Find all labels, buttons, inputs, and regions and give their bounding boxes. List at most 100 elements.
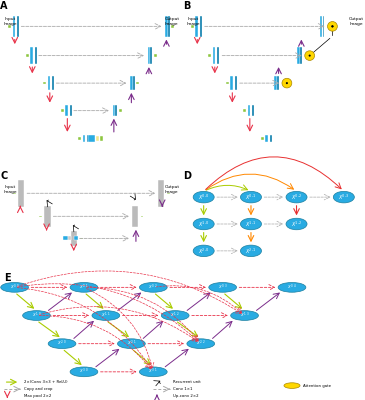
Text: $X^{0,0}$: $X^{0,0}$ (198, 192, 210, 202)
Bar (8, 25, 11, 28)
Bar (300, 47, 301, 64)
Bar (168, 16, 170, 37)
Text: $X^{1,0}$: $X^{1,0}$ (198, 219, 210, 229)
Bar (53, 76, 54, 90)
Bar (63, 236, 68, 240)
Text: Attention gate: Attention gate (303, 384, 331, 388)
Bar (274, 76, 277, 90)
Circle shape (193, 245, 214, 257)
Text: Output
Image: Output Image (164, 17, 180, 26)
Text: C: C (0, 171, 7, 181)
Circle shape (278, 282, 306, 292)
Text: Up-conv 2×2: Up-conv 2×2 (173, 394, 199, 398)
Circle shape (241, 218, 261, 230)
Text: $X^{1,1}$: $X^{1,1}$ (245, 219, 257, 229)
Circle shape (282, 78, 292, 88)
Bar (265, 135, 268, 142)
Text: $X^{0,1}$: $X^{0,1}$ (79, 283, 89, 292)
Circle shape (193, 191, 214, 203)
Text: $X^{2,0}$: $X^{2,0}$ (57, 339, 67, 348)
Bar (35, 47, 36, 64)
Bar (297, 47, 300, 64)
Text: Copy and crop: Copy and crop (24, 387, 52, 391)
Text: $X^{0,2}$: $X^{0,2}$ (149, 283, 158, 292)
Text: D: D (182, 171, 191, 181)
Circle shape (241, 245, 261, 257)
Text: $X^{0,2}$: $X^{0,2}$ (291, 192, 302, 202)
Bar (30, 47, 33, 64)
Text: $X^{2,1}$: $X^{2,1}$ (245, 246, 257, 256)
Bar (226, 82, 228, 84)
Circle shape (331, 25, 334, 27)
Text: Output
Image: Output Image (349, 17, 364, 26)
Text: $X^{0,3}$: $X^{0,3}$ (218, 283, 227, 292)
Bar (18, 180, 24, 207)
Bar (13, 16, 15, 37)
Bar (70, 106, 72, 116)
Text: $X^{1,2}$: $X^{1,2}$ (170, 311, 180, 320)
Text: Conv 1×1: Conv 1×1 (173, 387, 193, 391)
Bar (132, 206, 138, 227)
Bar (44, 206, 51, 227)
Circle shape (284, 383, 300, 388)
Text: Recurrent unit: Recurrent unit (173, 380, 201, 384)
Bar (65, 106, 68, 116)
Bar (78, 137, 81, 140)
Circle shape (70, 282, 98, 292)
Text: A: A (0, 0, 8, 10)
Text: $X^{0,1}$: $X^{0,1}$ (245, 192, 257, 202)
Bar (80, 238, 83, 239)
Bar (213, 47, 215, 64)
Bar (100, 136, 103, 141)
Bar (218, 47, 219, 64)
Bar (13, 192, 16, 194)
Bar (200, 16, 201, 37)
Text: $X^{2,1}$: $X^{2,1}$ (127, 339, 136, 348)
Bar (243, 109, 246, 112)
Circle shape (23, 311, 50, 320)
Circle shape (92, 311, 120, 320)
Bar (253, 106, 254, 116)
Bar (48, 76, 50, 90)
Text: $X^{2,0}$: $X^{2,0}$ (198, 246, 210, 256)
Text: $X^{1,0}$: $X^{1,0}$ (32, 311, 41, 320)
Bar (112, 106, 115, 116)
Bar (235, 76, 237, 90)
Text: $X^{1,2}$: $X^{1,2}$ (291, 219, 302, 229)
Bar (70, 231, 77, 246)
Circle shape (333, 191, 354, 203)
Bar (133, 76, 135, 90)
Circle shape (231, 311, 258, 320)
Circle shape (241, 191, 261, 203)
Bar (119, 109, 122, 112)
Bar (150, 47, 152, 64)
Circle shape (286, 82, 288, 84)
Circle shape (161, 311, 189, 320)
Circle shape (118, 339, 145, 348)
Bar (137, 82, 139, 84)
Bar (83, 135, 85, 142)
Text: $X^{0,3}$: $X^{0,3}$ (338, 192, 350, 202)
Circle shape (286, 191, 307, 203)
Bar (61, 109, 64, 112)
Bar (43, 82, 46, 84)
Bar (172, 25, 174, 28)
Text: Input
Image: Input Image (187, 17, 200, 26)
Circle shape (209, 282, 237, 292)
Circle shape (187, 339, 215, 348)
Bar (26, 54, 28, 57)
Bar (323, 16, 324, 37)
Bar (167, 192, 170, 194)
Bar (141, 216, 143, 217)
Bar (270, 135, 272, 142)
Text: 2×(Conv 3×3 + ReLU): 2×(Conv 3×3 + ReLU) (24, 380, 68, 384)
Text: E: E (4, 273, 10, 283)
Bar (74, 236, 78, 240)
Text: $X^{1,3}$: $X^{1,3}$ (240, 311, 249, 320)
Bar (320, 16, 322, 37)
Bar (147, 47, 150, 64)
Bar (277, 76, 279, 90)
Text: Input
Image: Input Image (4, 17, 18, 26)
Bar (248, 106, 250, 116)
Text: $X^{3,1}$: $X^{3,1}$ (149, 367, 158, 376)
